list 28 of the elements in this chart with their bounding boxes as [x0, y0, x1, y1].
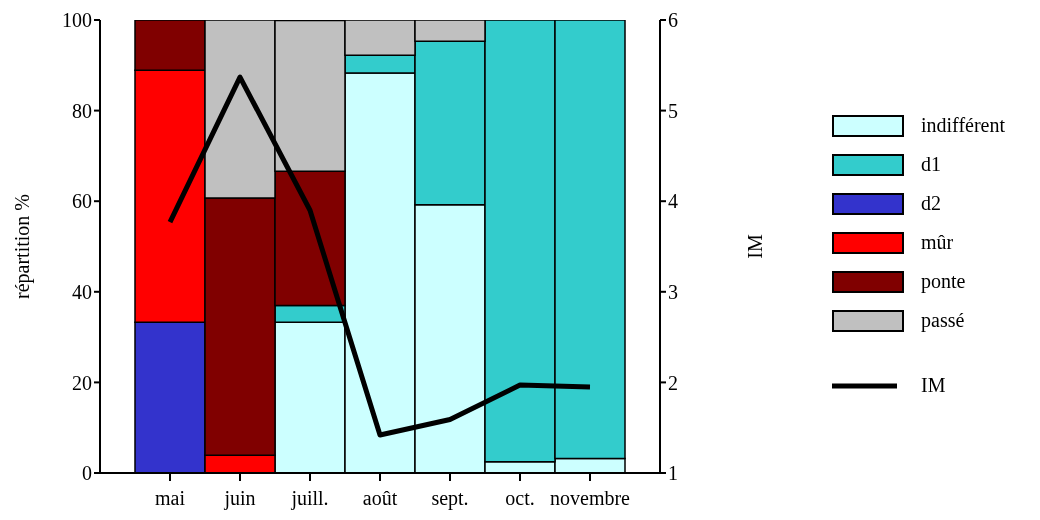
- x-tick-label: juin: [223, 487, 256, 511]
- y-tick-label: 80: [72, 99, 92, 122]
- x-tick-label: novembre: [550, 487, 631, 510]
- y-tick-label: 100: [62, 9, 92, 32]
- y-axis-title: répartition %: [11, 194, 35, 299]
- legend-label: IM: [921, 374, 946, 397]
- y2-tick-label: 4: [668, 190, 678, 213]
- y-tick-label: 0: [82, 462, 92, 485]
- y2-axis-title: IM: [744, 234, 767, 259]
- y-tick-label: 60: [72, 190, 92, 213]
- x-tick-label: août: [362, 487, 398, 510]
- y2-tick-label: 2: [668, 371, 678, 394]
- y2-tick-label: 3: [668, 280, 678, 303]
- legend-label: d2: [921, 191, 941, 215]
- legend-label: passé: [921, 308, 965, 332]
- legend-label: d1: [921, 152, 941, 176]
- y-tick-label: 20: [72, 371, 92, 394]
- y-tick-label: 40: [72, 280, 92, 303]
- y2-tick-label: 5: [668, 99, 678, 122]
- x-tick-label: juill.: [290, 487, 329, 511]
- legend-label: ponte: [921, 269, 966, 293]
- x-tick-label: oct.: [505, 487, 535, 510]
- x-tick-label: mai: [155, 487, 186, 510]
- y2-tick-label: 6: [668, 9, 678, 32]
- legend-label: mûr: [921, 230, 954, 254]
- y2-tick-label: 1: [668, 462, 678, 485]
- x-tick-label: sept.: [431, 487, 469, 511]
- legend-label: indifférent: [921, 113, 1006, 137]
